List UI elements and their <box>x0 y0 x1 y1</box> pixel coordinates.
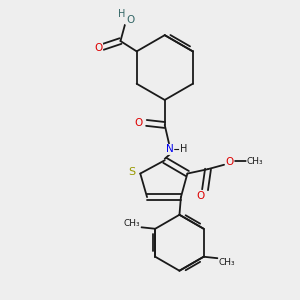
Text: N: N <box>166 144 174 154</box>
Text: O: O <box>225 157 234 167</box>
Text: CH₃: CH₃ <box>123 219 140 228</box>
Text: S: S <box>128 167 136 177</box>
Text: O: O <box>126 15 134 25</box>
Text: CH₃: CH₃ <box>247 157 263 166</box>
Text: O: O <box>94 44 103 53</box>
Text: H: H <box>118 9 125 19</box>
Text: O: O <box>135 118 143 128</box>
Text: H: H <box>180 144 187 154</box>
Text: CH₃: CH₃ <box>219 257 236 266</box>
Text: O: O <box>196 190 205 201</box>
